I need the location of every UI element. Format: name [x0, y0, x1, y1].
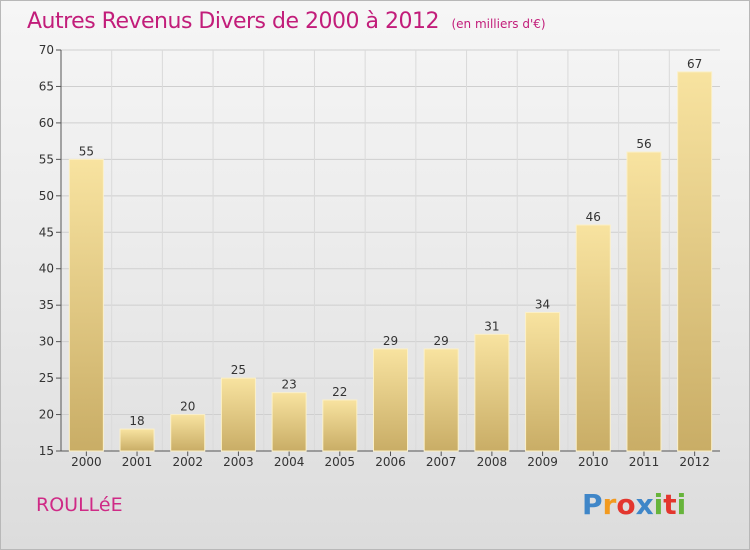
- logo-letter: r: [602, 488, 617, 521]
- value-label: 20: [180, 400, 195, 414]
- x-tick-label: 2011: [629, 455, 660, 469]
- chart-unit-label: (en milliers d'€): [451, 17, 546, 31]
- bar: [626, 151, 662, 452]
- x-tick-label: 2010: [578, 455, 609, 469]
- value-label: 34: [535, 297, 550, 311]
- x-tick-label: 2003: [223, 455, 254, 469]
- x-tick-label: 2009: [527, 455, 558, 469]
- y-tick-label: 25: [39, 371, 54, 385]
- bar: [677, 71, 713, 452]
- logo-letter: t: [663, 488, 677, 521]
- labels: 15 20 25 30 35 40 45 50 55 60 65 70 55 2000 18 2001 20 20…: [39, 43, 710, 469]
- x-tick-label: 2012: [679, 455, 710, 469]
- y-tick-label: 35: [39, 298, 54, 312]
- chart-title-text: Autres Revenus Divers de 2000 à 2012: [27, 9, 439, 34]
- x-tick-label: 2004: [274, 455, 305, 469]
- x-tick-label: 2006: [375, 455, 406, 469]
- value-label: 25: [231, 363, 246, 377]
- place-name: ROULLéE: [36, 494, 123, 516]
- bar: [474, 333, 510, 452]
- bars: [68, 71, 713, 452]
- bar: [525, 311, 561, 452]
- x-tick-label: 2002: [172, 455, 203, 469]
- y-tick-label: 50: [39, 189, 54, 203]
- y-tick-label: 15: [39, 444, 54, 458]
- proxiti-logo: Proxiti: [582, 488, 686, 521]
- logo-letter: i: [676, 488, 687, 521]
- logo-letter: o: [616, 488, 636, 521]
- bar: [68, 158, 104, 452]
- value-label: 18: [129, 414, 144, 428]
- bar: [423, 348, 459, 452]
- value-label: 56: [636, 137, 651, 151]
- bar: [575, 224, 611, 452]
- value-label: 46: [586, 210, 601, 224]
- value-label: 31: [484, 319, 499, 333]
- bar: [322, 399, 358, 452]
- bar: [170, 414, 206, 452]
- x-tick-label: 2001: [122, 455, 153, 469]
- bar: [220, 377, 256, 452]
- x-tick-label: 2007: [426, 455, 457, 469]
- y-tick-label: 40: [39, 262, 54, 276]
- value-label: 67: [687, 57, 702, 71]
- y-tick-label: 55: [39, 152, 54, 166]
- y-tick-label: 65: [39, 79, 54, 93]
- x-tick-label: 2000: [71, 455, 102, 469]
- y-tick-label: 30: [39, 335, 54, 349]
- y-tick-label: 60: [39, 116, 54, 130]
- y-tick-label: 70: [39, 43, 54, 57]
- value-label: 29: [383, 334, 398, 348]
- value-label: 29: [434, 334, 449, 348]
- x-tick-label: 2005: [325, 455, 356, 469]
- bar: [373, 348, 408, 452]
- value-label: 23: [281, 378, 296, 392]
- bar: [271, 392, 307, 452]
- logo-letter: i: [653, 488, 664, 521]
- chart-title: Autres Revenus Divers de 2000 à 2012 (en…: [27, 9, 546, 34]
- y-tick-label: 45: [39, 225, 54, 239]
- value-label: 55: [79, 144, 94, 158]
- value-label: 22: [332, 385, 347, 399]
- logo-letter: x: [635, 488, 654, 521]
- logo-letter: P: [582, 488, 603, 521]
- bar: [119, 428, 155, 452]
- x-tick-label: 2008: [477, 455, 508, 469]
- y-tick-label: 20: [39, 408, 54, 422]
